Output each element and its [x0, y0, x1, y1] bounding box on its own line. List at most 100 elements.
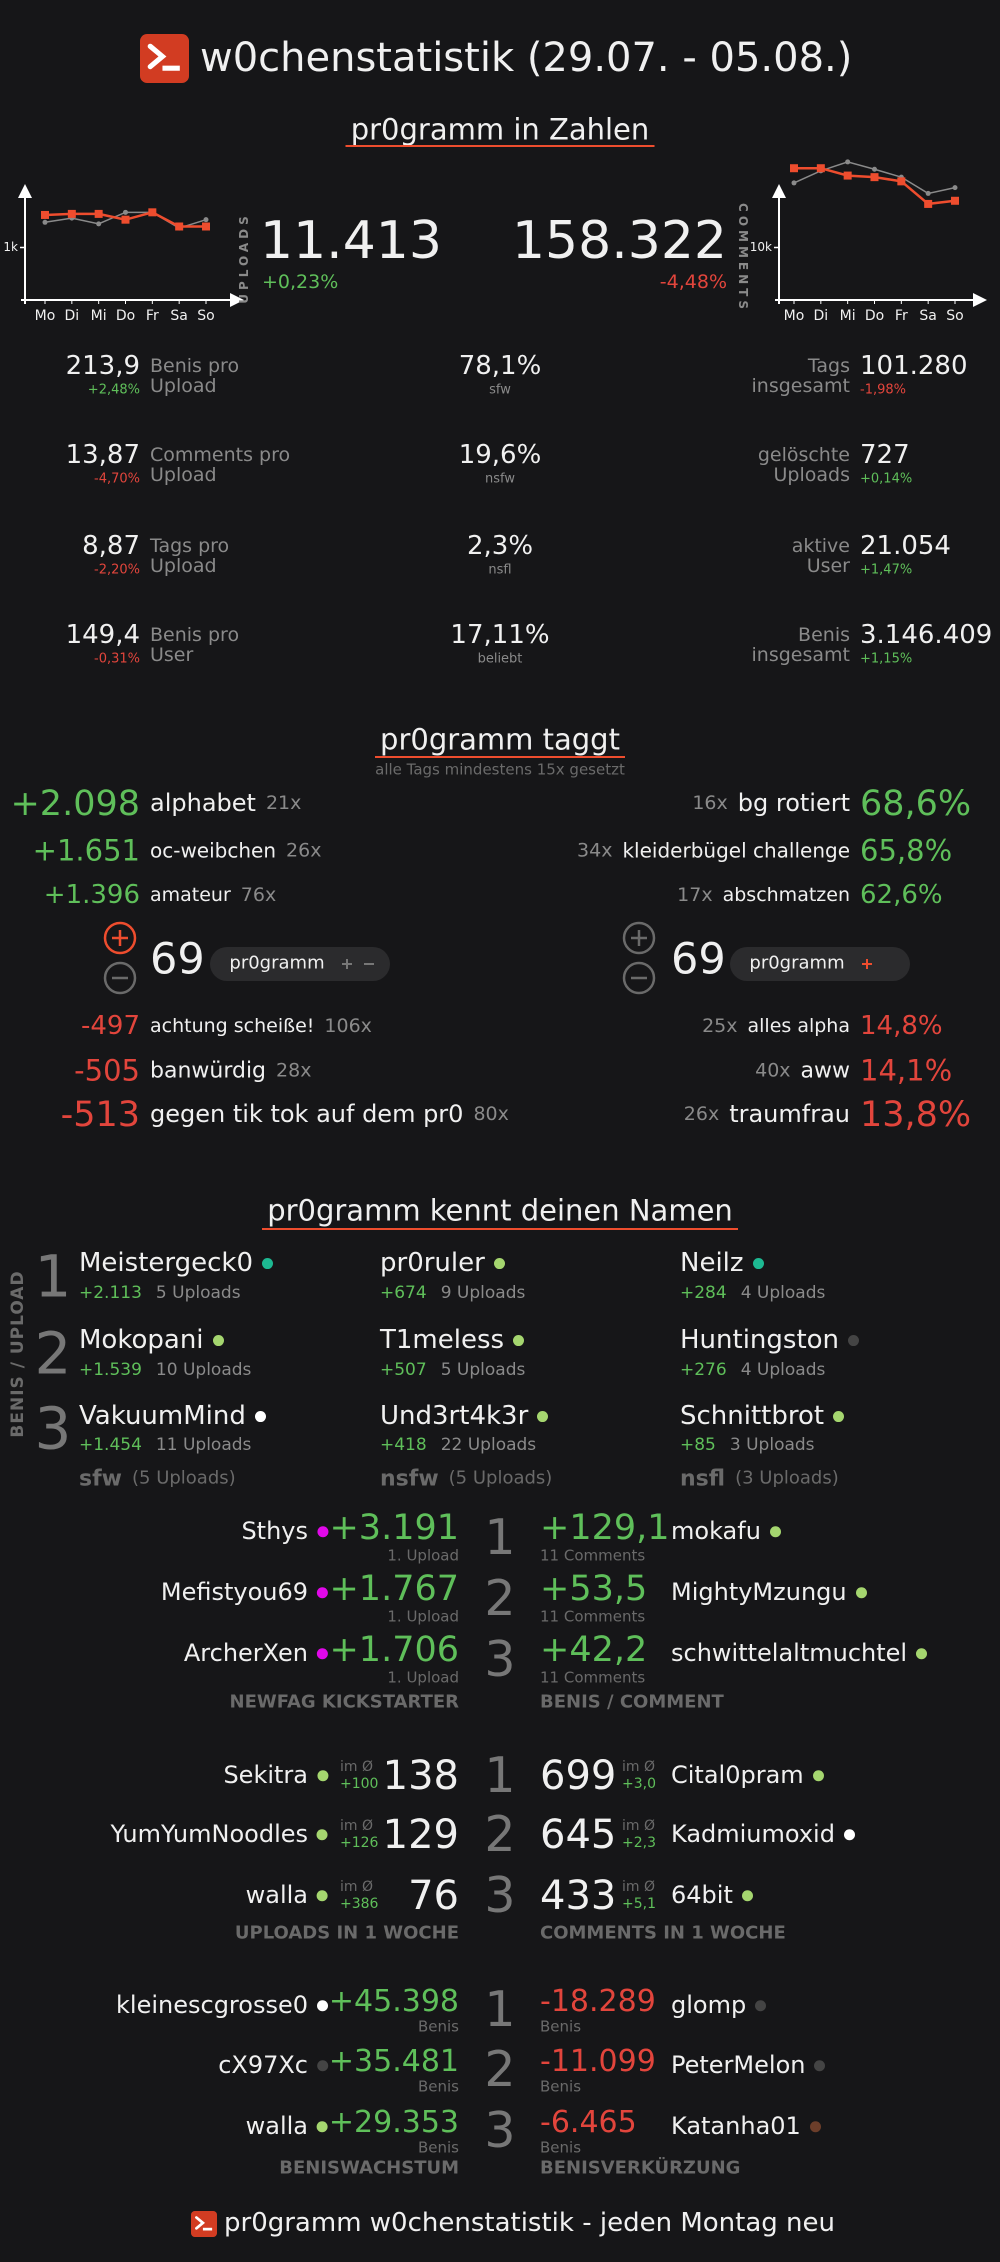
tag-score: 14,1% [860, 1053, 953, 1088]
count: 433 [540, 1873, 617, 1919]
status-dot [317, 1829, 328, 1841]
ranking-label: BENIS / COMMENT [540, 1691, 724, 1713]
status-dot [833, 1411, 845, 1423]
tag-name: bg rotiert [737, 789, 850, 818]
data-point [843, 171, 852, 180]
username: Meistergeck0 [79, 1248, 254, 1279]
pill-tag: pr0gramm [229, 952, 325, 974]
username: MightyMzungu [671, 1578, 847, 1607]
status-dot [755, 2000, 767, 2012]
benis-unit: Benis [540, 2017, 582, 2036]
rank: 1 [484, 1980, 516, 2038]
data-point [175, 222, 184, 231]
benis-value: +35.481 [328, 2043, 459, 2079]
username: Sekitra [223, 1761, 308, 1790]
user-uploads: 4 Uploads [740, 1283, 826, 1304]
ranking-label: COMMENTS IN 1 WOCHE [540, 1922, 786, 1944]
vertical-label: COMMENTS [735, 203, 750, 313]
pill-votes[interactable] [338, 954, 388, 974]
y-tick-label: 10k [750, 240, 772, 254]
tag-name: alles alpha [747, 1015, 851, 1038]
benis-unit: Benis [417, 2077, 459, 2096]
user-uploads: 11 Uploads [155, 1435, 252, 1456]
username: T1meless [380, 1325, 505, 1356]
x-tick-label: Do [116, 308, 135, 324]
avg-label: im Ø [622, 1758, 655, 1775]
upvote-icon[interactable] [103, 921, 137, 955]
tag-score: 65,8% [860, 833, 953, 868]
username: schwittelaltmuchtel [671, 1639, 908, 1668]
user-name: Mefistyou69 [161, 1579, 328, 1607]
status-dot [317, 1770, 328, 1782]
rank: 2 [484, 1569, 516, 1627]
user-benis: +674 [380, 1283, 427, 1304]
tag-label: 16x bg rotiert [692, 790, 850, 818]
user-name: Neilz [680, 1248, 764, 1279]
user-uploads: 3 Uploads [729, 1435, 815, 1456]
rank: 1 [484, 1508, 516, 1566]
pill-votes[interactable] [858, 954, 908, 974]
logo-icon [191, 2211, 217, 2237]
x-tick-label: So [197, 308, 214, 324]
status-dot [493, 1258, 505, 1270]
username: Mefistyou69 [160, 1578, 308, 1607]
tag-label: 17x abschmatzen [677, 884, 850, 907]
y-tick-label: 1k [3, 240, 18, 254]
data-point [790, 164, 798, 173]
tag-count: 25x [702, 1015, 738, 1038]
username: mokafu [671, 1517, 761, 1546]
data-point [67, 209, 76, 218]
username: cX97Xc [218, 2051, 308, 2080]
tag-score: +1.396 [43, 880, 140, 911]
tag-score: +2.098 [10, 783, 140, 824]
x-tick-label: Di [813, 308, 828, 324]
tag-count: 28x [276, 1059, 312, 1082]
benis-unit: Benis [540, 2138, 582, 2157]
downvote-icon[interactable] [622, 961, 656, 995]
user-name: Cital0pram [671, 1762, 824, 1790]
user-stats: +85 3 Uploads [680, 1436, 815, 1456]
score-sub: 1. Upload [387, 1546, 459, 1565]
avg-value: +100 [340, 1775, 379, 1792]
count: 76 [408, 1873, 459, 1919]
user-stats: +1.539 10 Uploads [79, 1361, 251, 1381]
footer-count: (5 Uploads) [132, 1467, 236, 1489]
stat-value: 727 [860, 440, 910, 471]
data-point [41, 210, 49, 219]
stat-label: beliebt [477, 651, 523, 667]
status-dot [814, 2060, 826, 2072]
user-name: mokafu [671, 1518, 781, 1546]
status-dot [769, 1526, 781, 1538]
tag-label: 25x alles alpha [702, 1015, 851, 1038]
stat-label: Comments pro [150, 444, 291, 467]
username: walla [245, 2112, 308, 2141]
user-benis: +284 [680, 1283, 727, 1304]
stat-value: 213,9 [65, 351, 140, 382]
title-underline [345, 145, 655, 147]
user-name: Schnittbrot [680, 1401, 845, 1432]
section-title: pr0gramm in Zahlen [350, 112, 650, 147]
score: +1.706 [329, 1629, 459, 1670]
rank: 2 [484, 2040, 516, 2098]
username: Und3rt4k3r [380, 1401, 529, 1432]
data-point [870, 173, 879, 182]
stat-label: Benis pro [150, 355, 240, 378]
benis-unit: Benis [540, 2077, 582, 2096]
username: pr0ruler [380, 1248, 485, 1279]
stat-value: 13,87 [65, 440, 140, 471]
stat-change: -1,98% [860, 382, 906, 398]
upvote-icon[interactable] [622, 921, 656, 955]
benis-unit: Benis [417, 2138, 459, 2157]
tag-score: -497 [80, 1011, 140, 1042]
score: +42,2 [540, 1629, 648, 1670]
username: Neilz [680, 1248, 744, 1279]
user-uploads: 4 Uploads [740, 1360, 826, 1381]
data-point [96, 221, 102, 227]
stat-value: 149,4 [65, 620, 140, 651]
stat-label: Uploads [773, 464, 850, 487]
user-stats: +2.113 5 Uploads [79, 1284, 241, 1304]
data-point [202, 222, 210, 231]
username: Sthys [241, 1517, 308, 1546]
downvote-icon[interactable] [103, 961, 137, 995]
footer-label: nsfl [680, 1466, 726, 1492]
